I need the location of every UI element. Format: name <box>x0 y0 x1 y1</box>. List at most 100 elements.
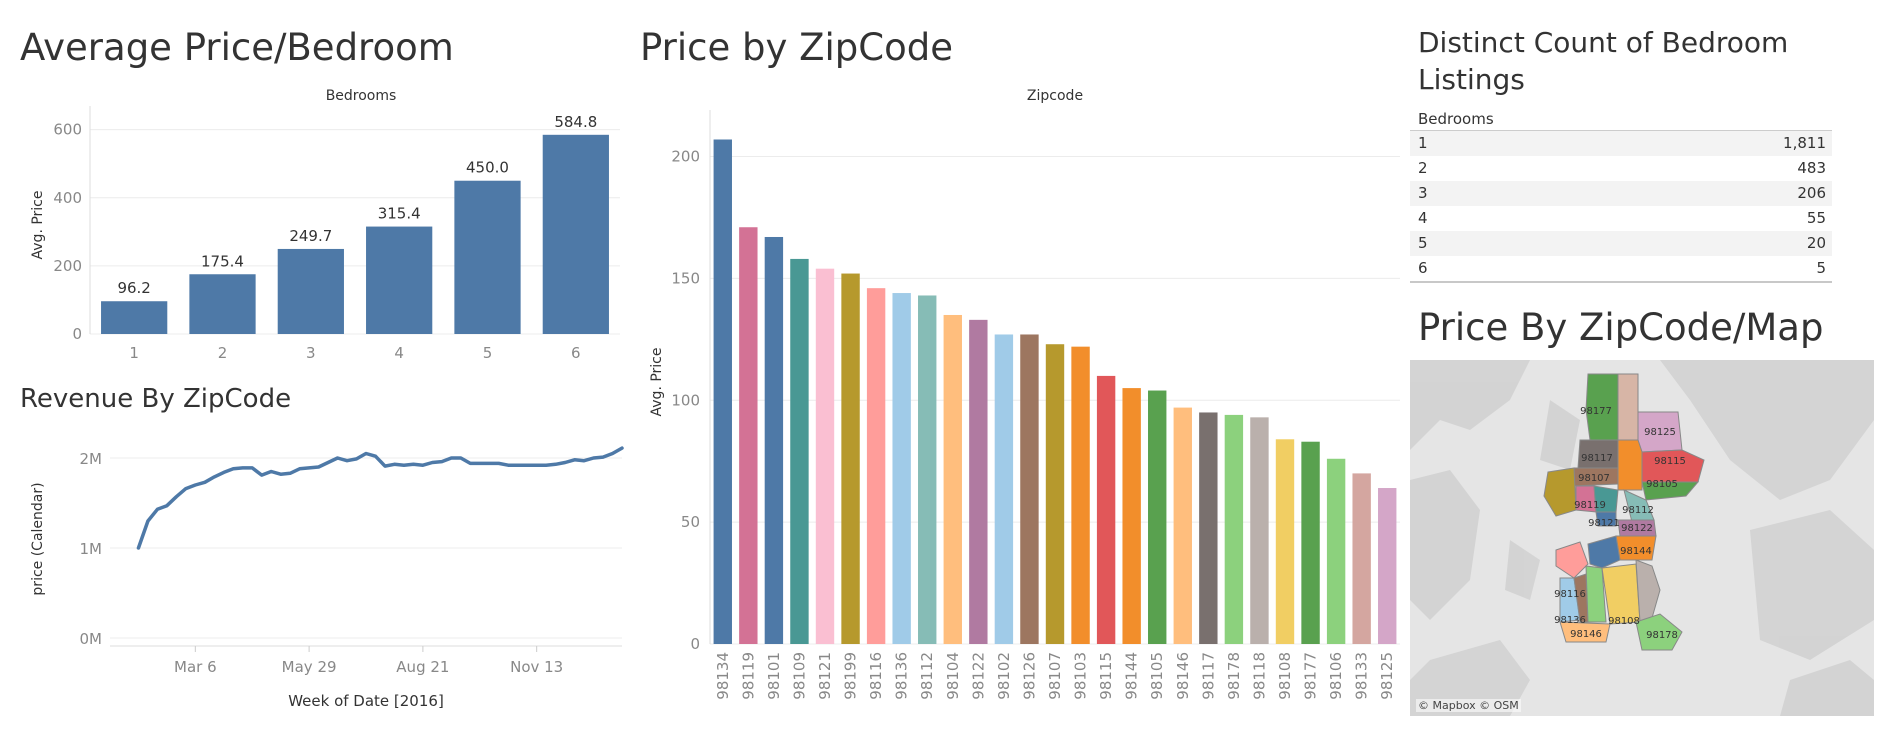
x-tick-label: 98121 <box>816 652 834 700</box>
x-tick-label: 98178 <box>1225 652 1243 700</box>
avg-price-chart: 0 200 400 600 Bedrooms Avg. Price 96.2 1 175.4 2 2… <box>30 88 620 362</box>
bar <box>815 268 835 644</box>
map-label: 98108 <box>1608 616 1640 627</box>
bar <box>1122 388 1141 644</box>
bar <box>1071 346 1090 644</box>
x-tick-label: 98107 <box>1046 652 1064 700</box>
data-label: 175.4 <box>201 252 244 270</box>
count-cell: 1,811 <box>1783 134 1826 152</box>
bedroom-cell: 5 <box>1418 234 1428 252</box>
count-cell: 206 <box>1797 184 1826 202</box>
table-row: 4 55 <box>1410 206 1832 231</box>
bedroom-cell: 3 <box>1418 184 1428 202</box>
map-zip-labels: 98177 98125 98117 98115 98107 98105 9811… <box>1554 406 1686 641</box>
price-by-zipcode-chart: 0 50 100 150 200 Zipcode Avg. Price 98134 98119 9… <box>649 88 1400 700</box>
bar <box>1352 473 1371 644</box>
x-tick-label: 98117 <box>1199 652 1217 700</box>
x-tick-label: 98133 <box>1353 652 1371 700</box>
chart-header: Bedrooms <box>326 88 397 104</box>
price-by-zipcode-title: Price by ZipCode <box>640 26 954 69</box>
bar <box>892 293 911 644</box>
x-tick-label: 98103 <box>1072 652 1090 700</box>
y-tick-label: 200 <box>671 148 700 166</box>
x-tick-label: 98112 <box>918 652 936 700</box>
bar <box>1250 417 1269 644</box>
count-cell: 483 <box>1797 159 1826 177</box>
bedroom-cell: 2 <box>1418 159 1428 177</box>
bar <box>1199 412 1218 644</box>
bar <box>1096 375 1116 644</box>
x-tick-label: 98122 <box>969 652 987 700</box>
bedroom-cell: 6 <box>1418 259 1428 277</box>
x-tick-label: 98108 <box>1276 652 1294 700</box>
table-row: 3 206 <box>1410 181 1832 206</box>
x-tick-label: 98199 <box>842 652 860 700</box>
chart-header: Zipcode <box>1027 88 1083 104</box>
bar <box>454 180 521 334</box>
x-tick-label: 98105 <box>1148 652 1166 700</box>
avg-price-title: Average Price/Bedroom <box>20 26 454 69</box>
y-tick-label: 0 <box>72 325 82 343</box>
x-tick-label: 98115 <box>1097 652 1115 700</box>
x-tick-label: 98144 <box>1123 652 1141 700</box>
count-cell: 55 <box>1806 209 1826 227</box>
y-axis-title: Avg. Price <box>649 348 665 417</box>
y-tick-label: 0 <box>690 635 700 653</box>
data-label: 249.7 <box>289 227 332 245</box>
map-landmass <box>1410 360 1874 716</box>
y-tick-label: 400 <box>53 189 82 207</box>
map-label: 98121 <box>1588 518 1620 529</box>
y-tick-label: 150 <box>671 269 700 287</box>
bar <box>918 295 937 644</box>
x-tick-label: 98146 <box>1174 652 1192 700</box>
x-tick-label: 98116 <box>867 652 885 700</box>
y-tick-label: 600 <box>53 121 82 139</box>
y-axis-title: price (Calendar) <box>30 482 46 595</box>
map-label: 98177 <box>1580 406 1612 417</box>
bar <box>713 139 732 644</box>
x-tick-label: 4 <box>394 344 404 362</box>
bar <box>189 274 256 334</box>
map-label: 98112 <box>1622 505 1654 516</box>
bar <box>101 301 168 334</box>
y-tick-label: 200 <box>53 257 82 275</box>
distinct-count-title: Distinct Count of Bedroom Listings <box>1418 26 1789 96</box>
x-tick-label: 5 <box>483 344 493 362</box>
x-tick-label: 1 <box>129 344 139 362</box>
y-tick-label: 2M <box>80 450 103 468</box>
bedroom-cell: 4 <box>1418 209 1428 227</box>
revenue-title: Revenue By ZipCode <box>20 384 292 414</box>
map-canvas: 98177 98125 98117 98115 98107 98105 9811… <box>1410 360 1874 716</box>
x-tick-label: 98118 <box>1250 652 1268 700</box>
x-tick-label: 6 <box>571 344 581 362</box>
x-tick-label: 98109 <box>790 652 808 700</box>
map-label: 98146 <box>1570 629 1602 640</box>
data-label: 450.0 <box>466 159 509 177</box>
bar <box>1326 458 1346 644</box>
bar <box>790 258 809 644</box>
x-tick-label: May 29 <box>282 658 337 676</box>
bar <box>764 236 784 644</box>
zipcode-map[interactable]: 98177 98125 98117 98115 98107 98105 9811… <box>1410 360 1874 716</box>
bar <box>866 288 886 644</box>
map-label: 98125 <box>1644 427 1676 438</box>
map-label: 98119 <box>1574 500 1606 511</box>
map-regions <box>1543 373 1705 651</box>
data-label: 315.4 <box>378 205 421 223</box>
x-axis-title: Week of Date [2016] <box>288 692 444 710</box>
revenue-chart: 0M 1M 2M Mar 6 May 29 Aug 21 Nov 13 Week of Dat… <box>30 446 624 710</box>
bar <box>994 334 1014 644</box>
bar <box>1275 439 1295 644</box>
x-tick-label: 98102 <box>995 652 1013 700</box>
count-cell: 20 <box>1806 234 1826 252</box>
bar <box>542 134 609 334</box>
bar <box>1020 334 1039 644</box>
x-tick-label: 98104 <box>944 652 962 700</box>
x-tick-label: 98177 <box>1302 652 1320 700</box>
x-tick-label: 98126 <box>1020 652 1038 700</box>
x-tick-label: 98106 <box>1327 652 1345 700</box>
x-tick-label: 98136 <box>893 652 911 700</box>
data-label: 584.8 <box>554 113 597 131</box>
x-tick-label: 98101 <box>765 652 783 700</box>
